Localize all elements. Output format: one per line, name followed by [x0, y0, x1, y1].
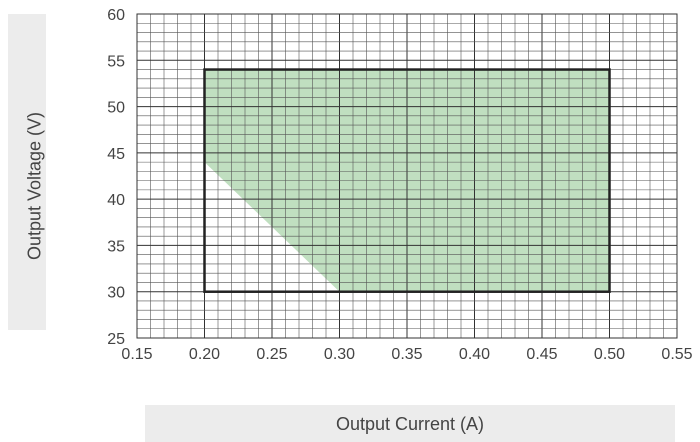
y-tick-label: 45	[107, 146, 125, 163]
y-tick-label: 30	[107, 285, 125, 302]
y-axis-label-box: Output Voltage (V)	[8, 14, 46, 330]
y-tick-label: 50	[107, 100, 125, 117]
y-tick-label: 35	[107, 238, 125, 255]
x-tick-label: 0.35	[391, 346, 422, 363]
y-tick-label: 25	[107, 331, 125, 348]
y-tick-label: 40	[107, 192, 125, 209]
x-tick-label: 0.30	[324, 346, 355, 363]
plot-border	[136, 13, 678, 339]
x-axis-label: Output Current (A)	[335, 414, 485, 434]
x-axis-label-box: Output Current (A)	[145, 405, 675, 442]
x-tick-label: 0.50	[594, 346, 625, 363]
x-tick-label: 0.40	[459, 346, 490, 363]
x-tick-label: 0.15	[121, 346, 152, 363]
operating-window	[203, 68, 611, 293]
x-tick-label: 0.25	[256, 346, 287, 363]
x-tick-label: 0.20	[189, 346, 220, 363]
x-tick-label: 0.45	[526, 346, 557, 363]
y-tick-label: 55	[107, 53, 125, 70]
x-tick-label: 0.55	[661, 346, 692, 363]
y-tick-label: 60	[107, 7, 125, 24]
